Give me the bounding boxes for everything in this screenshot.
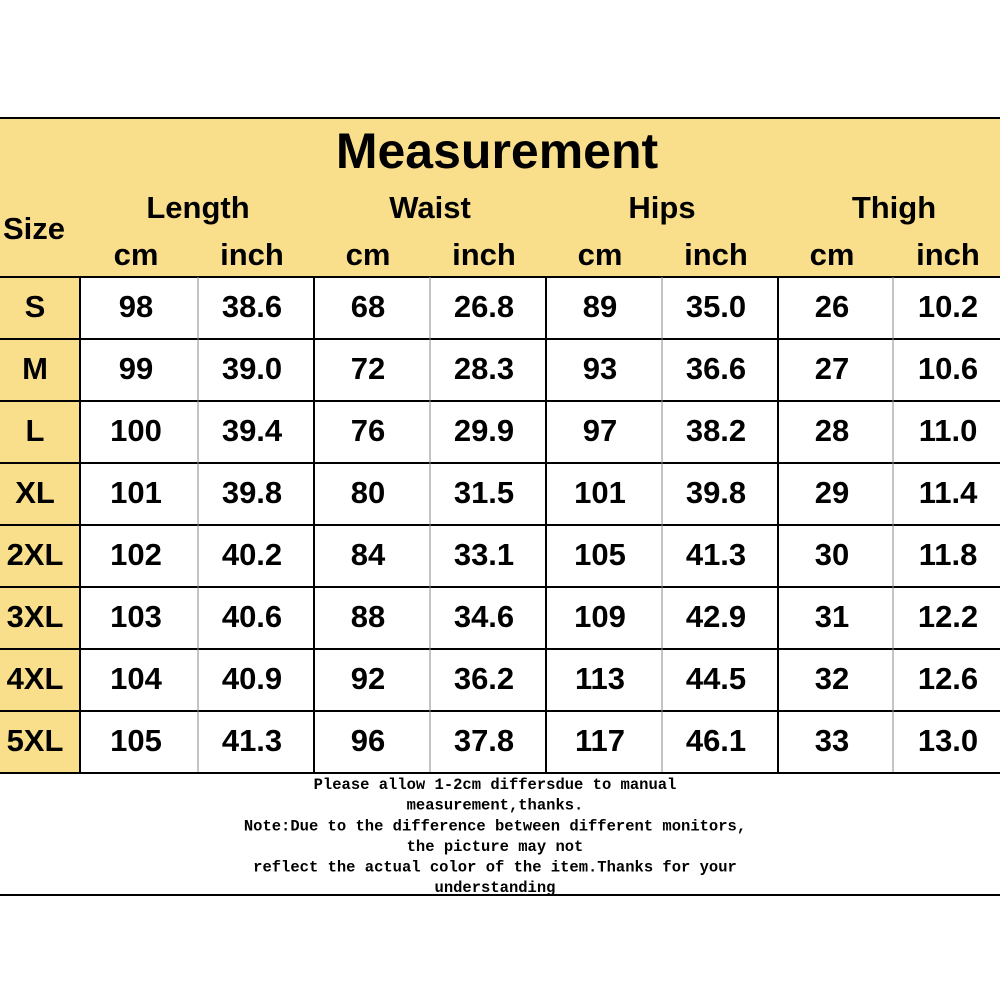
unit-header: inch [916, 237, 980, 272]
value-cell: 30 [815, 537, 849, 572]
value-cell: 39.8 [686, 475, 746, 510]
size-cell: S [25, 289, 46, 324]
size-cell: 5XL [7, 723, 64, 758]
note-line: Note:Due to the difference between diffe… [244, 817, 746, 835]
value-cell: 101 [110, 475, 162, 510]
value-cell: 12.6 [918, 661, 978, 696]
value-cell: 40.6 [222, 599, 282, 634]
value-cell: 38.2 [686, 413, 746, 448]
value-cell: 42.9 [686, 599, 746, 634]
value-cell: 117 [575, 723, 625, 758]
group-header: Waist [389, 190, 471, 225]
value-cell: 46.1 [686, 723, 746, 758]
value-cell: 39.8 [222, 475, 282, 510]
size-cell: L [26, 413, 45, 448]
value-cell: 96 [351, 723, 385, 758]
value-cell: 34.6 [454, 599, 514, 634]
value-cell: 27 [815, 351, 849, 386]
title: Measurement [336, 123, 659, 179]
value-cell: 72 [351, 351, 385, 386]
value-cell: 28.3 [454, 351, 514, 386]
value-cell: 68 [351, 289, 385, 324]
value-cell: 31.5 [454, 475, 514, 510]
group-header: Thigh [852, 190, 936, 225]
value-cell: 26 [815, 289, 849, 324]
value-cell: 29.9 [454, 413, 514, 448]
unit-header: cm [578, 237, 623, 272]
value-cell: 92 [351, 661, 385, 696]
value-cell: 37.8 [454, 723, 514, 758]
unit-header: inch [452, 237, 516, 272]
unit-header: inch [220, 237, 284, 272]
value-cell: 105 [110, 723, 162, 758]
value-cell: 33.1 [454, 537, 514, 572]
size-cell: 3XL [7, 599, 64, 634]
value-cell: 33 [815, 723, 849, 758]
value-cell: 36.2 [454, 661, 514, 696]
value-cell: 39.4 [222, 413, 283, 448]
value-cell: 26.8 [454, 289, 514, 324]
value-cell: 11.4 [919, 475, 978, 510]
value-cell: 76 [351, 413, 385, 448]
size-cell: M [22, 351, 48, 386]
value-cell: 84 [351, 537, 386, 572]
value-cell: 102 [110, 537, 162, 572]
unit-header: cm [114, 237, 159, 272]
value-cell: 36.6 [686, 351, 746, 386]
header-bg [0, 118, 1000, 277]
value-cell: 93 [583, 351, 617, 386]
value-cell: 98 [119, 289, 153, 324]
value-cell: 39.0 [222, 351, 282, 386]
size-header: Size [3, 211, 65, 246]
note-line: reflect the actual color of the item.Tha… [253, 858, 737, 876]
value-cell: 113 [575, 661, 625, 696]
size-cell: 4XL [7, 661, 64, 696]
value-cell: 89 [583, 289, 617, 324]
value-cell: 35.0 [686, 289, 746, 324]
size-cell: 2XL [7, 537, 64, 572]
value-cell: 80 [351, 475, 385, 510]
value-cell: 41.3 [686, 537, 746, 572]
unit-header: cm [810, 237, 855, 272]
value-cell: 104 [110, 661, 162, 696]
note-line: Please allow 1-2cm differsdue to manual [314, 776, 677, 794]
value-cell: 40.9 [222, 661, 282, 696]
note-line: measurement,thanks. [407, 797, 584, 815]
value-cell: 12.2 [918, 599, 978, 634]
note-line: the picture may not [407, 838, 584, 856]
grid [0, 117, 1000, 896]
value-cell: 29 [815, 475, 849, 510]
value-cell: 38.6 [222, 289, 282, 324]
value-cell: 11.8 [919, 537, 978, 572]
value-cell: 103 [110, 599, 162, 634]
value-cell: 32 [815, 661, 849, 696]
group-header: Length [146, 190, 249, 225]
group-header: Hips [628, 190, 695, 225]
value-cell: 28 [815, 413, 849, 448]
note-line: understanding [435, 879, 556, 897]
value-cell: 11.0 [919, 413, 978, 448]
value-cell: 10.6 [918, 351, 978, 386]
value-cell: 105 [574, 537, 626, 572]
value-cell: 40.2 [222, 537, 282, 572]
value-cell: 13.0 [918, 723, 978, 758]
value-cell: 101 [574, 475, 626, 510]
value-cell: 97 [583, 413, 617, 448]
size-cell: XL [15, 475, 55, 510]
unit-header: inch [684, 237, 748, 272]
value-cell: 41.3 [222, 723, 282, 758]
value-cell: 44.5 [686, 661, 746, 696]
value-cell: 100 [110, 413, 162, 448]
value-cell: 99 [119, 351, 153, 386]
unit-header: cm [346, 237, 391, 272]
value-cell: 109 [574, 599, 626, 634]
value-cell: 31 [815, 599, 849, 634]
value-cell: 88 [351, 599, 385, 634]
value-cell: 10.2 [918, 289, 978, 324]
